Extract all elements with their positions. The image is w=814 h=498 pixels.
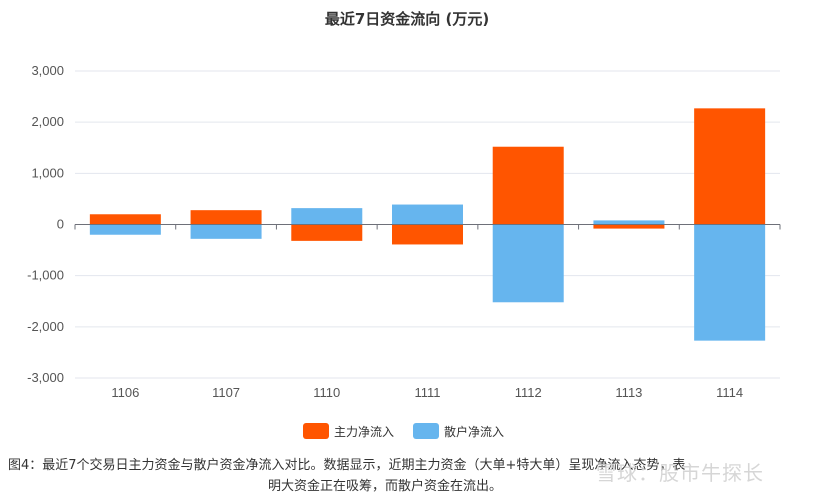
x-tick-label: 1110: [313, 385, 340, 400]
x-axis: [74, 224, 781, 230]
watermark: 雪球：股市牛探长: [596, 461, 764, 485]
bar-retail-1111: [392, 204, 463, 225]
y-axis-ticks: 3,000 2,000 1,000 0 -1,000 -2,000 -3,000: [27, 63, 64, 385]
bar-retail-1106: [89, 224, 161, 235]
bar-main-1111: [392, 224, 463, 245]
legend-swatch[interactable]: [413, 423, 439, 439]
bar-main-1112: [492, 146, 564, 225]
caption-line-2: 明大资金正在吸筹，而散户资金在流出。: [268, 479, 503, 494]
legend-swatch[interactable]: [303, 423, 329, 439]
bar-chart: 最近7日资金流向 (万元) 3,000 2,000 1,000 0 -1,000 -2,0…: [27, 10, 781, 439]
bar-main-1110: [291, 224, 363, 241]
x-axis-ticks: 1106 1107 1110 1111 1112 1113 1114: [111, 385, 743, 400]
figure-caption: 图4：最近7个交易日主力资金与散户资金净流入对比。数据显示，近期主力资金（大单+…: [8, 455, 808, 497]
bar-main-1114: [694, 108, 766, 225]
y-tick-label: 3,000: [31, 63, 64, 78]
caption-line-1: 图4：最近7个交易日主力资金与散户资金净流入对比。数据显示，近期主力资金（大单+…: [8, 458, 686, 473]
x-tick-label: 1107: [212, 385, 240, 400]
bar-main-1107: [190, 210, 262, 225]
bar-retail-1114: [694, 224, 766, 341]
grid-lines: [75, 70, 780, 379]
legend: 主力净流入 散户净流入: [303, 423, 504, 439]
bar-retail-1110: [291, 208, 363, 225]
x-tick-label: 1106: [111, 385, 139, 400]
x-tick-label: 1111: [414, 385, 440, 400]
bar-retail-1112: [492, 224, 564, 303]
legend-label[interactable]: 散户净流入: [444, 424, 504, 439]
bar-retail-1107: [190, 224, 262, 239]
y-tick-label: 2,000: [31, 114, 64, 129]
y-tick-label: 0: [57, 217, 64, 232]
y-tick-label: -3,000: [27, 370, 64, 385]
bar-main-1106: [89, 214, 161, 225]
x-tick-label: 1112: [515, 385, 542, 400]
y-tick-label: -1,000: [27, 268, 64, 283]
chart-title: 最近7日资金流向 (万元): [325, 10, 489, 28]
legend-label[interactable]: 主力净流入: [334, 425, 394, 439]
x-tick-label: 1114: [716, 385, 743, 400]
bars: [89, 108, 766, 341]
x-tick-label: 1113: [615, 385, 642, 400]
y-tick-label: 1,000: [31, 165, 64, 180]
bar-retail-1113: [593, 220, 665, 225]
bar-main-1113: [593, 224, 665, 229]
y-tick-label: -2,000: [27, 319, 64, 334]
